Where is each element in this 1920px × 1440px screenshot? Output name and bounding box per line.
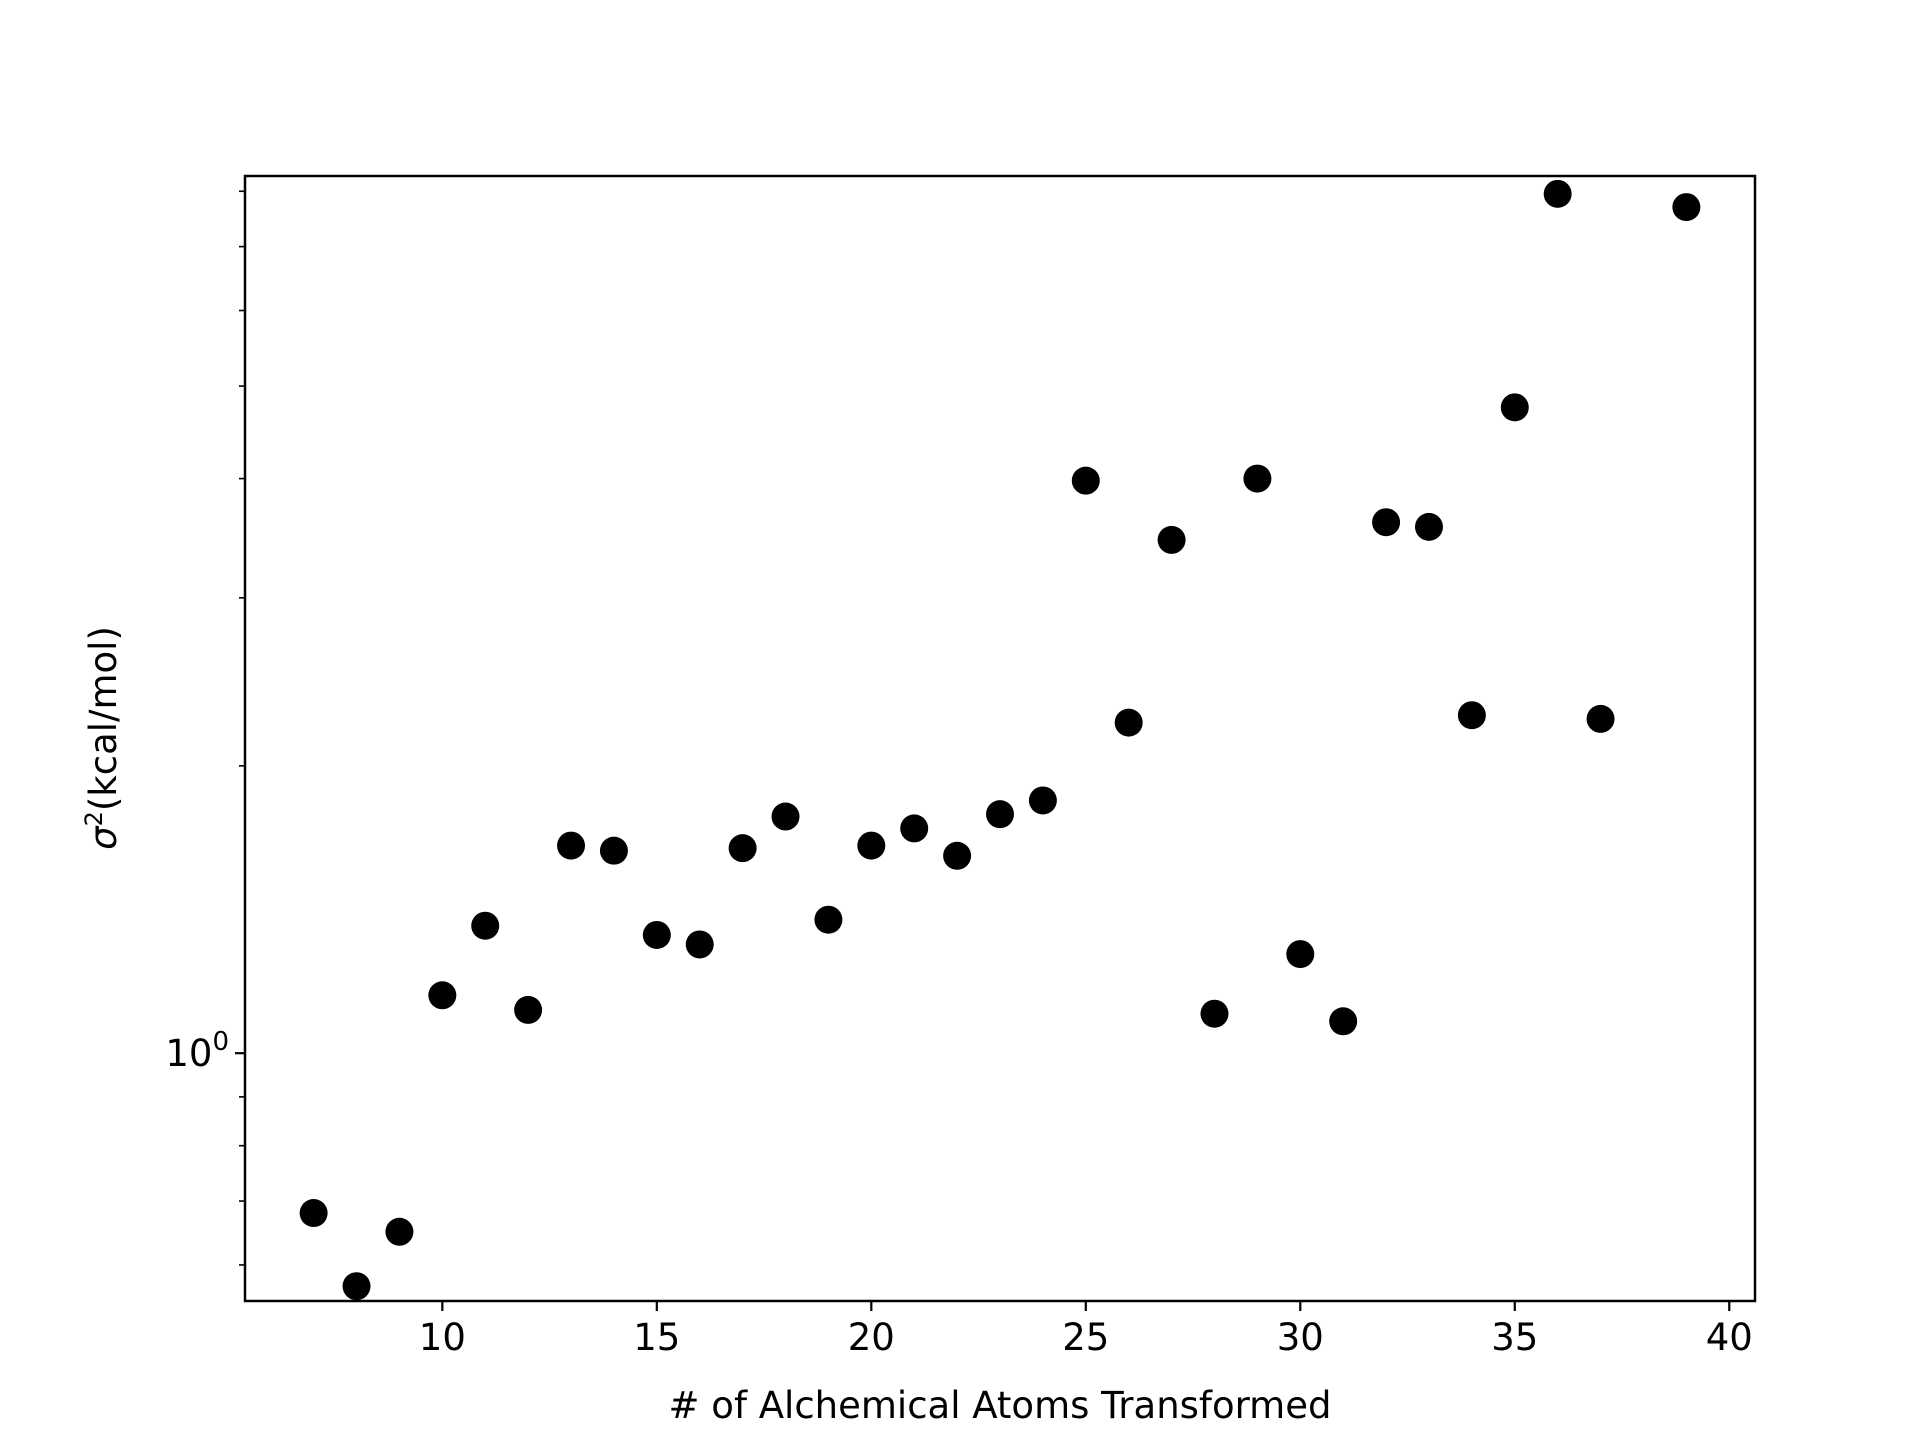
x-tick-label: 30	[1277, 1316, 1324, 1359]
y-tick-label-base: 10	[165, 1032, 212, 1075]
data-point	[685, 930, 714, 959]
x-tick-label: 35	[1491, 1316, 1538, 1359]
y-axis-label: σ2(kcal/mol)	[80, 626, 125, 850]
data-point	[986, 800, 1014, 829]
x-tick-label: 25	[1062, 1316, 1109, 1359]
x-tick-label: 20	[848, 1316, 895, 1359]
data-point	[514, 995, 543, 1024]
data-point	[428, 981, 457, 1010]
data-point	[1286, 940, 1315, 969]
data-point	[1543, 179, 1572, 208]
data-point	[599, 836, 628, 865]
data-point	[814, 905, 843, 934]
x-tick-label: 15	[633, 1316, 680, 1359]
data-point	[342, 1272, 371, 1301]
y-axis-label-symbol: σ	[82, 825, 125, 850]
data-point	[385, 1217, 414, 1246]
y-tick-label: 100	[165, 1027, 229, 1075]
data-point	[642, 920, 671, 949]
y-axis-label-units: (kcal/mol)	[82, 626, 125, 811]
plot-frame	[243, 174, 1757, 1303]
data-point	[1200, 999, 1229, 1028]
data-point	[1457, 701, 1486, 730]
x-axis-label: # of Alchemical Atoms Transformed	[669, 1384, 1332, 1427]
data-point	[1329, 1007, 1358, 1036]
data-point	[1157, 525, 1186, 554]
data-point	[299, 1199, 328, 1228]
data-point	[557, 831, 586, 860]
data-point	[1500, 393, 1529, 422]
x-tick-label: 40	[1706, 1316, 1753, 1359]
data-point	[1672, 193, 1701, 222]
data-point	[1414, 512, 1443, 541]
data-point	[471, 911, 500, 940]
data-point	[1071, 466, 1100, 495]
data-point	[857, 831, 886, 860]
data-point	[1114, 708, 1143, 737]
data-point	[943, 841, 972, 870]
x-tick-label: 10	[419, 1316, 466, 1359]
data-point	[1372, 508, 1401, 537]
data-point	[1586, 704, 1615, 733]
data-point	[900, 814, 929, 843]
data-point	[1243, 464, 1272, 493]
data-point	[771, 802, 800, 831]
y-tick-label-exponent: 0	[212, 1027, 229, 1057]
data-point	[728, 834, 757, 863]
data-point	[1028, 786, 1057, 815]
y-axis-label-exponent: 2	[80, 811, 108, 826]
data-points	[299, 179, 1701, 1301]
